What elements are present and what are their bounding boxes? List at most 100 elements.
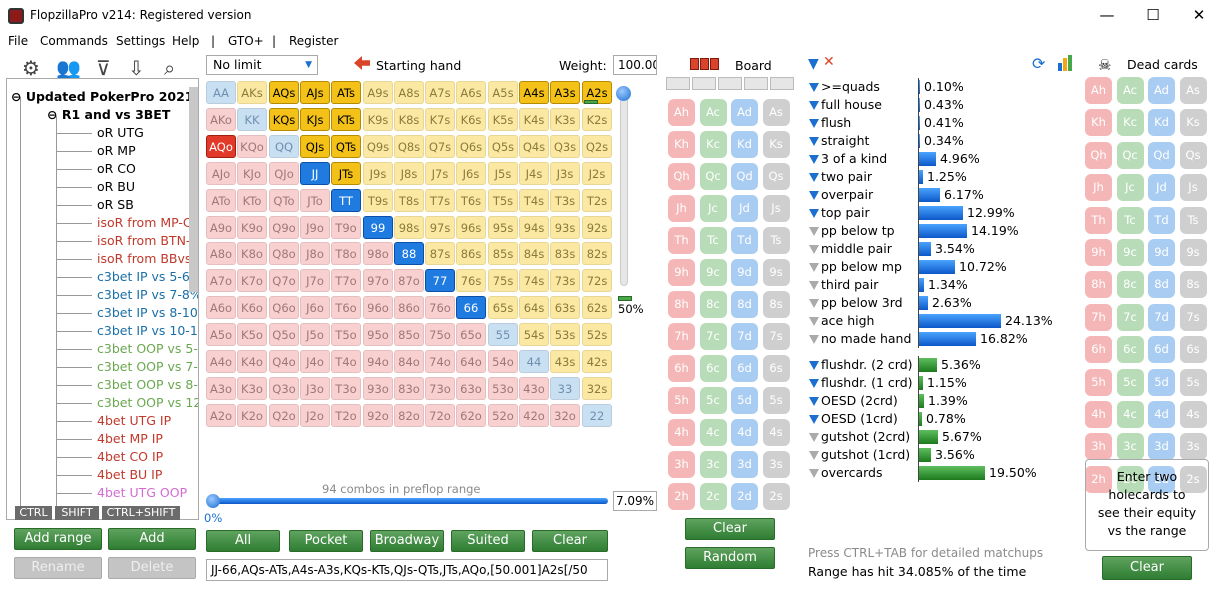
hand-cell-43s[interactable]: 43s: [550, 350, 580, 373]
board-card-8c[interactable]: 8c: [699, 291, 727, 318]
hand-cell-93s[interactable]: 93s: [550, 216, 580, 239]
hand-cell-74s[interactable]: 74s: [519, 269, 549, 292]
hand-cell-T3s[interactable]: T3s: [550, 189, 580, 212]
hand-cell-K6o[interactable]: K6o: [237, 296, 267, 319]
hand-cell-42o[interactable]: 42o: [519, 404, 549, 427]
tree-item[interactable]: oR MP: [97, 143, 136, 158]
tree-item[interactable]: isoR from BTN-B: [97, 233, 199, 248]
tree-item[interactable]: c3bet OOP vs 7-8: [97, 359, 199, 374]
hand-cell-54s[interactable]: 54s: [519, 323, 549, 346]
dead-card-7c[interactable]: 7c: [1116, 303, 1144, 331]
board-card-Ks[interactable]: Ks: [762, 131, 790, 158]
dead-card-6h[interactable]: 6h: [1085, 336, 1112, 364]
tab-ctrl[interactable]: CTRL: [15, 506, 52, 520]
range-text-input[interactable]: JJ-66,AQs-ATs,A4s-A3s,KQs-KTs,QJs-QTs,JT…: [206, 559, 608, 581]
hand-cell-A5s[interactable]: A5s: [488, 81, 518, 104]
broadway-button[interactable]: Broadway: [370, 530, 444, 552]
stat-label[interactable]: flushdr. (2 crd): [821, 357, 913, 372]
tab-ctrl-shift[interactable]: CTRL+SHIFT: [102, 506, 180, 520]
stat-label[interactable]: pp below 3rd: [821, 295, 903, 310]
hand-cell-J5s[interactable]: J5s: [488, 162, 518, 185]
hand-cell-K8s[interactable]: K8s: [394, 108, 424, 131]
board-card-5c[interactable]: 5c: [699, 387, 727, 414]
board-card-2h[interactable]: 2h: [668, 483, 695, 510]
hand-cell-A2o[interactable]: A2o: [206, 404, 236, 427]
hand-cell-72s[interactable]: 72s: [582, 269, 612, 292]
dead-card-2c[interactable]: 2c: [1116, 465, 1144, 493]
board-card-Tc[interactable]: Tc: [699, 227, 727, 254]
hand-cell-J6s[interactable]: J6s: [456, 162, 486, 185]
hand-cell-K3s[interactable]: K3s: [550, 108, 580, 131]
hand-cell-T9s[interactable]: T9s: [363, 189, 393, 212]
hand-cell-Q4s[interactable]: Q4s: [519, 135, 549, 158]
hand-cell-63o[interactable]: 63o: [456, 377, 486, 400]
hand-cell-86s[interactable]: 86s: [456, 242, 486, 265]
hand-cell-32o[interactable]: 32o: [550, 404, 580, 427]
delete-button[interactable]: Delete: [108, 557, 196, 579]
hand-cell-62o[interactable]: 62o: [456, 404, 486, 427]
hand-cell-94s[interactable]: 94s: [519, 216, 549, 239]
hand-cell-AJo[interactable]: AJo: [206, 162, 236, 185]
hand-cell-A4s[interactable]: A4s: [519, 81, 549, 104]
dead-card-7h[interactable]: 7h: [1085, 303, 1112, 331]
weight-slider-handle[interactable]: [616, 86, 631, 101]
hand-cell-55[interactable]: 55: [488, 323, 518, 346]
hand-cell-K4o[interactable]: K4o: [237, 350, 267, 373]
dead-card-6d[interactable]: 6d: [1148, 336, 1175, 364]
hand-cell-J4o[interactable]: J4o: [300, 350, 330, 373]
hand-cell-KQs[interactable]: KQs: [269, 108, 299, 131]
hand-cell-T5o[interactable]: T5o: [331, 323, 361, 346]
hand-cell-K4s[interactable]: K4s: [519, 108, 549, 131]
hand-cell-AA[interactable]: AA: [206, 81, 236, 104]
hand-cell-85o[interactable]: 85o: [394, 323, 424, 346]
board-slot[interactable]: [692, 77, 716, 90]
dead-card-2d[interactable]: 2d: [1148, 465, 1175, 493]
clear-board-button[interactable]: Clear: [685, 518, 775, 540]
hand-cell-KTo[interactable]: KTo: [237, 189, 267, 212]
hand-cell-93o[interactable]: 93o: [363, 377, 393, 400]
hand-cell-99[interactable]: 99: [363, 216, 393, 239]
hand-cell-92o[interactable]: 92o: [363, 404, 393, 427]
hand-cell-T4s[interactable]: T4s: [519, 189, 549, 212]
hand-cell-92s[interactable]: 92s: [582, 216, 612, 239]
board-card-2c[interactable]: 2c: [699, 483, 727, 510]
tree-item[interactable]: c3bet OOP vs 5-6: [97, 341, 199, 356]
hand-cell-72o[interactable]: 72o: [425, 404, 455, 427]
tree-root[interactable]: ⊖ Updated PokerPro 2021: [11, 89, 194, 104]
dead-card-Jd[interactable]: Jd: [1148, 174, 1175, 202]
hand-cell-33[interactable]: 33: [550, 377, 580, 400]
filter-icon[interactable]: [809, 335, 819, 344]
hand-cell-63s[interactable]: 63s: [550, 296, 580, 319]
hand-cell-T2s[interactable]: T2s: [582, 189, 612, 212]
tree-item[interactable]: 4bet BU IP: [97, 467, 163, 482]
hand-cell-97o[interactable]: 97o: [363, 269, 393, 292]
hand-cell-Q6s[interactable]: Q6s: [456, 135, 486, 158]
maximize-button[interactable]: ☐: [1146, 6, 1160, 24]
dead-card-Ah[interactable]: Ah: [1085, 77, 1112, 104]
board-card-7s[interactable]: 7s: [762, 323, 790, 350]
tree-item[interactable]: c3bet OOP vs 8-1: [97, 377, 199, 392]
add-range-button[interactable]: Add range: [14, 528, 102, 550]
tree-node[interactable]: ⊖ R1 and vs 3BET: [47, 107, 171, 122]
dead-card-Kd[interactable]: Kd: [1148, 109, 1175, 137]
hand-cell-76s[interactable]: 76s: [456, 269, 486, 292]
hand-cell-J4s[interactable]: J4s: [519, 162, 549, 185]
stat-label[interactable]: overcards: [821, 465, 883, 480]
hand-cell-K5o[interactable]: K5o: [237, 323, 267, 346]
filter-icon[interactable]: [809, 299, 819, 308]
hand-cell-86o[interactable]: 86o: [394, 296, 424, 319]
board-slot[interactable]: [770, 77, 794, 90]
hand-cell-AKs[interactable]: AKs: [237, 81, 267, 104]
filter-icon[interactable]: [809, 469, 819, 478]
dead-card-Jh[interactable]: Jh: [1085, 174, 1112, 202]
filter-icon[interactable]: [809, 83, 819, 92]
hand-cell-Q6o[interactable]: Q6o: [269, 296, 299, 319]
board-card-3s[interactable]: 3s: [762, 451, 790, 478]
hand-cell-75o[interactable]: 75o: [425, 323, 455, 346]
hand-cell-QJo[interactable]: QJo: [269, 162, 299, 185]
hand-cell-A6s[interactable]: A6s: [456, 81, 486, 104]
dead-card-8d[interactable]: 8d: [1148, 271, 1175, 299]
search-icon[interactable]: ⌕: [164, 56, 176, 80]
board-card-As[interactable]: As: [762, 99, 790, 126]
hand-cell-97s[interactable]: 97s: [425, 216, 455, 239]
